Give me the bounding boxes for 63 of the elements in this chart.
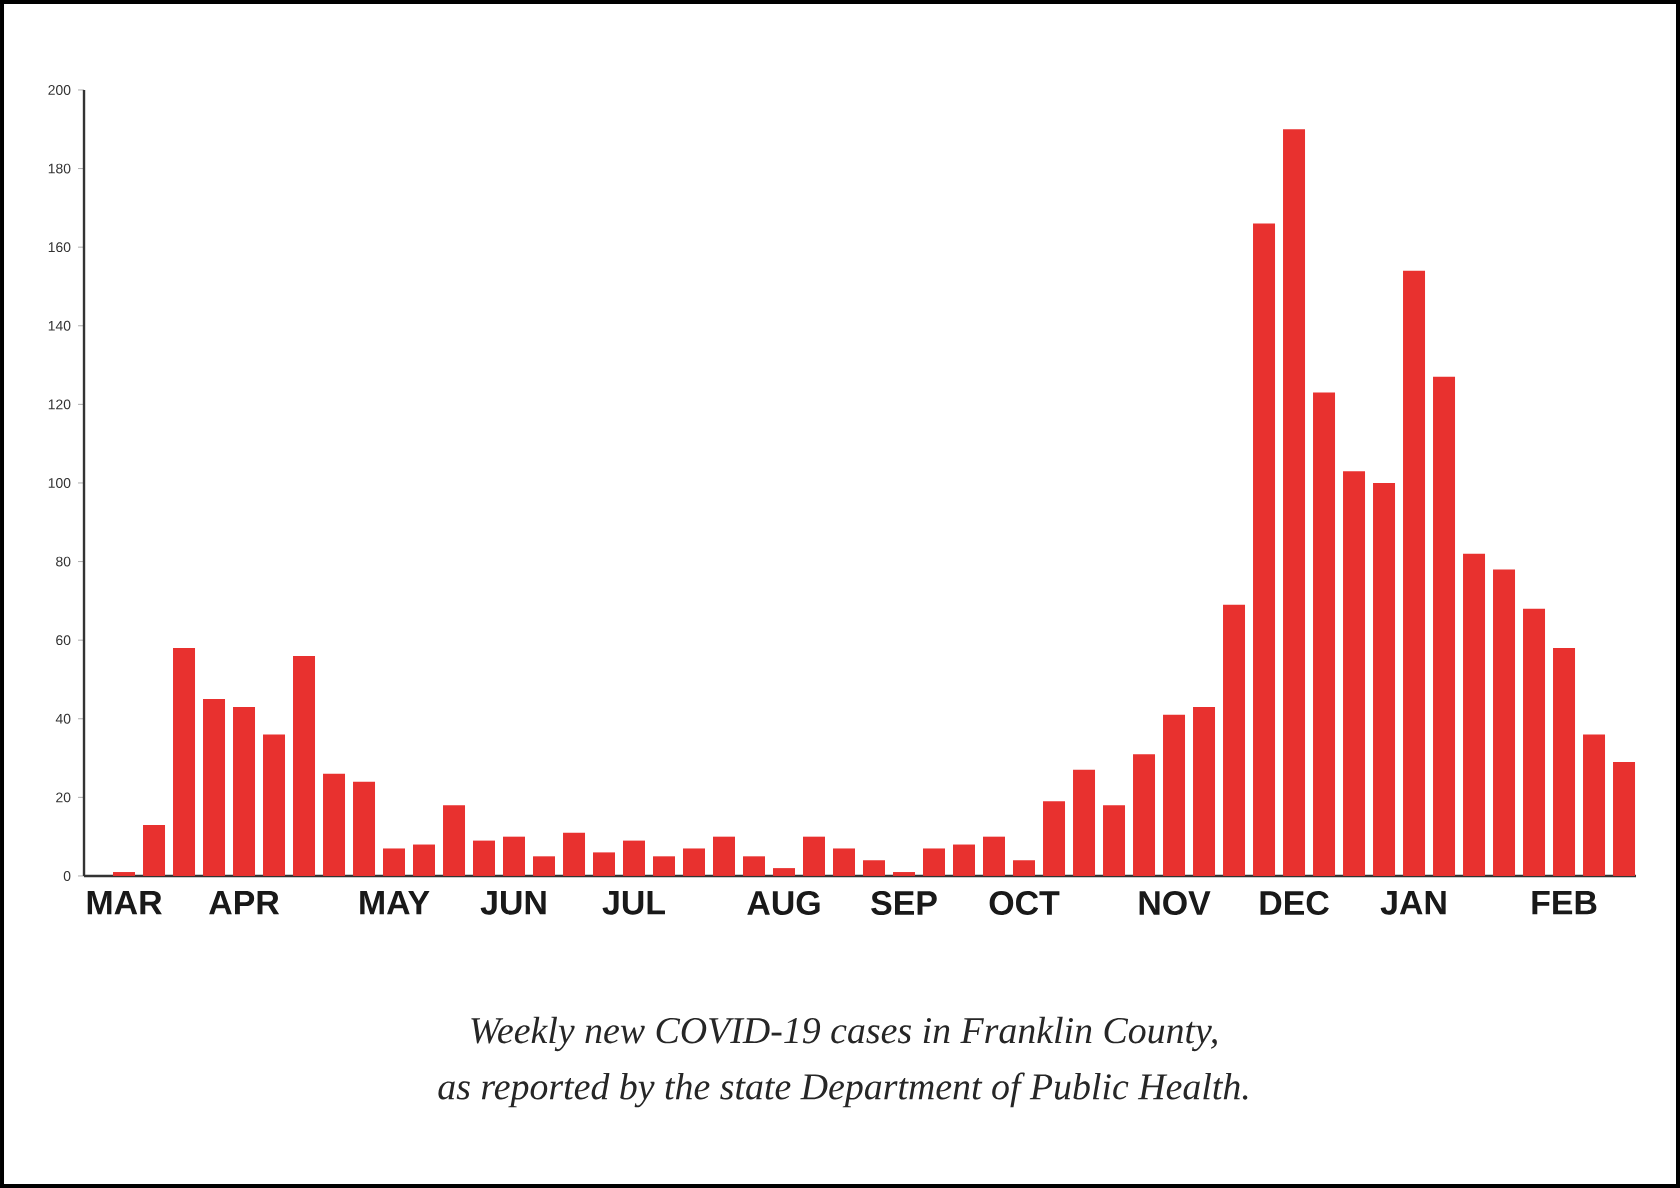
bar [1523, 608, 1546, 876]
bar [1583, 734, 1606, 876]
bar [1433, 376, 1456, 876]
bar [203, 699, 226, 876]
x-tick-label: JUL [602, 891, 665, 915]
bar [1403, 270, 1426, 876]
bar [1313, 392, 1336, 876]
bar [773, 868, 796, 876]
bar [263, 734, 286, 876]
bar [143, 824, 166, 876]
bar [1103, 805, 1126, 876]
x-tick-label: SEP [871, 891, 937, 915]
x-tick-label: NOV [1139, 891, 1211, 915]
bar [1073, 769, 1096, 876]
text: Weekly new COVID-19 cases in Franklin County, [471, 1016, 1217, 1052]
bar [1163, 714, 1186, 876]
bar [653, 856, 676, 876]
x-tick-label: MAY [360, 891, 430, 915]
bar [863, 860, 886, 876]
bar [1463, 553, 1486, 876]
x-tick-label: APR [209, 891, 280, 915]
bar [173, 648, 196, 876]
x-tick-label: MAR [87, 891, 162, 915]
bar [1613, 762, 1636, 876]
bar [1223, 604, 1246, 876]
bar [1043, 801, 1066, 876]
bar [833, 848, 856, 876]
bar [503, 836, 526, 876]
bar [623, 840, 646, 876]
bar [443, 805, 466, 876]
bar [533, 856, 556, 876]
x-tick-label: AUG [747, 891, 820, 915]
bar [1373, 482, 1396, 876]
bar [1013, 860, 1036, 876]
bar [1133, 754, 1156, 876]
bar [233, 706, 256, 876]
bar [1283, 129, 1306, 876]
x-tick-label: JAN [1380, 891, 1446, 915]
bar [1493, 569, 1516, 876]
bar [983, 836, 1006, 876]
bar [743, 856, 766, 876]
bar [1193, 706, 1216, 876]
bar [383, 848, 406, 876]
x-tick-label: JUN [480, 891, 546, 915]
bar [923, 848, 946, 876]
bar [293, 655, 316, 876]
bar [713, 836, 736, 876]
text: as reported by the state Department of Public Health. [438, 1072, 1248, 1108]
bar [593, 852, 616, 876]
bar [353, 781, 376, 876]
bar [473, 840, 496, 876]
x-tick-label: OCT [989, 891, 1060, 915]
bar [1253, 223, 1276, 876]
bar [683, 848, 706, 876]
bar [953, 844, 976, 876]
bar [323, 773, 346, 876]
x-tick-label: DEC [1260, 891, 1329, 915]
bar [803, 836, 826, 876]
bar [1553, 648, 1576, 876]
bar [1343, 471, 1366, 876]
bar [413, 844, 436, 876]
x-tick-label: FEB [1532, 891, 1597, 915]
bar [563, 832, 586, 876]
